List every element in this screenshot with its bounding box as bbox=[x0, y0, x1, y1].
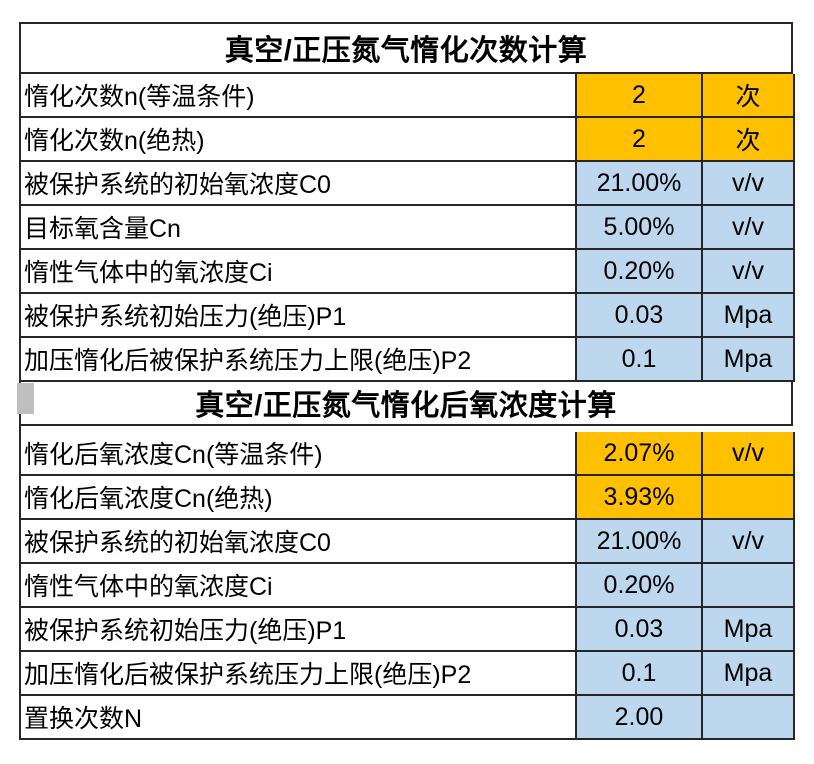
row-label: 加压惰化后被保护系统压力上限(绝压)P2 bbox=[21, 652, 577, 696]
row-label: 惰化后氧浓度Cn(绝热) bbox=[21, 476, 577, 520]
unit-cell[interactable]: v/v bbox=[703, 206, 795, 250]
value-cell[interactable]: 21.00% bbox=[577, 520, 703, 564]
row-label: 被保护系统的初始氧浓度C0 bbox=[21, 162, 577, 206]
row-label: 惰性气体中的氧浓度Ci bbox=[21, 250, 577, 294]
row-label: 惰化后氧浓度Cn(等温条件) bbox=[21, 432, 577, 476]
table-row: 被保护系统初始压力(绝压)P1 0.03 Mpa bbox=[21, 608, 795, 652]
value-cell[interactable]: 0.03 bbox=[577, 294, 703, 338]
unit-cell[interactable] bbox=[703, 476, 795, 520]
table-row: 置换次数N 2.00 bbox=[21, 696, 795, 740]
unit-cell[interactable]: v/v bbox=[703, 162, 795, 206]
row-label: 被保护系统初始压力(绝压)P1 bbox=[21, 294, 577, 338]
table-row: 被保护系统的初始氧浓度C0 21.00% v/v bbox=[21, 520, 795, 564]
section-2-header-row: 真空/正压氮气惰化后氧浓度计算 bbox=[21, 382, 793, 432]
section-1-header-row: 真空/正压氮气惰化次数计算 bbox=[21, 24, 793, 74]
value-cell[interactable]: 2 bbox=[577, 74, 703, 118]
value-cell[interactable]: 0.20% bbox=[577, 564, 703, 608]
row-label: 置换次数N bbox=[21, 696, 577, 740]
row-label: 惰化次数n(等温条件) bbox=[21, 74, 577, 118]
value-cell[interactable]: 21.00% bbox=[577, 162, 703, 206]
unit-cell[interactable]: 次 bbox=[703, 118, 795, 162]
value-cell[interactable]: 0.03 bbox=[577, 608, 703, 652]
row-label: 被保护系统的初始氧浓度C0 bbox=[21, 520, 577, 564]
value-cell[interactable]: 2.07% bbox=[577, 432, 703, 476]
value-cell[interactable]: 2 bbox=[577, 118, 703, 162]
section-1-title: 真空/正压氮气惰化次数计算 bbox=[21, 24, 793, 74]
unit-cell[interactable]: Mpa bbox=[703, 294, 795, 338]
unit-cell[interactable]: v/v bbox=[703, 250, 795, 294]
calc-table: 真空/正压氮气惰化次数计算 惰化次数n(等温条件) 2 次 惰化次数n(绝热) … bbox=[19, 22, 795, 740]
gray-cell-artifact bbox=[17, 383, 34, 414]
unit-cell[interactable]: v/v bbox=[703, 520, 795, 564]
table-row: 惰化后氧浓度Cn(绝热) 3.93% bbox=[21, 476, 795, 520]
table-row: 惰化次数n(绝热) 2 次 bbox=[21, 118, 795, 162]
table-row: 惰化次数n(等温条件) 2 次 bbox=[21, 74, 795, 118]
table-row: 目标氧含量Cn 5.00% v/v bbox=[21, 206, 795, 250]
row-label: 加压惰化后被保护系统压力上限(绝压)P2 bbox=[21, 338, 577, 382]
value-cell[interactable]: 3.93% bbox=[577, 476, 703, 520]
unit-cell[interactable]: 次 bbox=[703, 74, 795, 118]
table-row: 加压惰化后被保护系统压力上限(绝压)P2 0.1 Mpa bbox=[21, 338, 795, 382]
row-label: 被保护系统初始压力(绝压)P1 bbox=[21, 608, 577, 652]
unit-cell[interactable]: Mpa bbox=[703, 338, 795, 382]
unit-cell[interactable] bbox=[703, 696, 795, 740]
value-cell[interactable]: 0.1 bbox=[577, 338, 703, 382]
row-label: 目标氧含量Cn bbox=[21, 206, 577, 250]
table-row: 被保护系统初始压力(绝压)P1 0.03 Mpa bbox=[21, 294, 795, 338]
row-label: 惰化次数n(绝热) bbox=[21, 118, 577, 162]
unit-cell[interactable]: v/v bbox=[703, 432, 795, 476]
unit-cell[interactable]: Mpa bbox=[703, 608, 795, 652]
section-2-title: 真空/正压氮气惰化后氧浓度计算 bbox=[21, 382, 793, 426]
table-row: 被保护系统的初始氧浓度C0 21.00% v/v bbox=[21, 162, 795, 206]
table-row: 惰性气体中的氧浓度Ci 0.20% bbox=[21, 564, 795, 608]
table-row: 惰化后氧浓度Cn(等温条件) 2.07% v/v bbox=[21, 432, 795, 476]
value-cell[interactable]: 0.20% bbox=[577, 250, 703, 294]
row-label: 惰性气体中的氧浓度Ci bbox=[21, 564, 577, 608]
table-row: 惰性气体中的氧浓度Ci 0.20% v/v bbox=[21, 250, 795, 294]
value-cell[interactable]: 5.00% bbox=[577, 206, 703, 250]
table-row: 加压惰化后被保护系统压力上限(绝压)P2 0.1 Mpa bbox=[21, 652, 795, 696]
value-cell[interactable]: 0.1 bbox=[577, 652, 703, 696]
value-cell[interactable]: 2.00 bbox=[577, 696, 703, 740]
unit-cell[interactable] bbox=[703, 564, 795, 608]
unit-cell[interactable]: Mpa bbox=[703, 652, 795, 696]
